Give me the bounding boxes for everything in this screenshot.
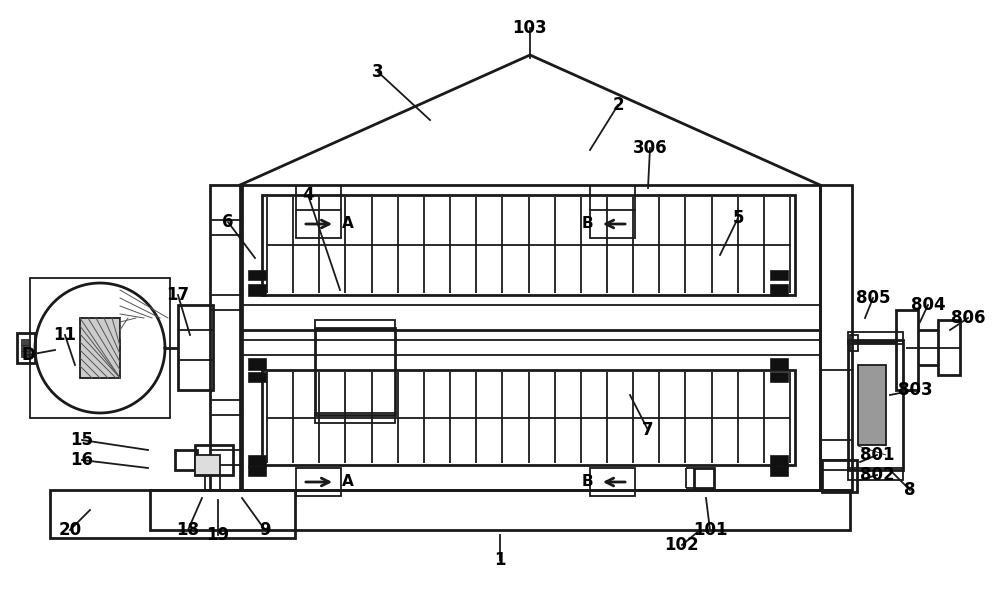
Bar [17, 333, 35, 363]
Text: 805: 805 [856, 289, 890, 307]
Bar [150, 490, 850, 530]
Bar [848, 332, 903, 344]
Text: 101: 101 [693, 521, 727, 539]
Bar [248, 455, 266, 467]
Bar [21, 339, 29, 345]
Bar [850, 335, 858, 351]
Bar [195, 445, 233, 475]
Bar [590, 210, 635, 238]
Bar [820, 185, 852, 490]
Bar [770, 455, 788, 467]
Text: 1: 1 [494, 551, 506, 569]
Text: 6: 6 [222, 213, 234, 231]
Bar [770, 372, 788, 382]
Bar [938, 320, 960, 375]
Text: 5: 5 [732, 209, 744, 227]
Bar [315, 328, 395, 415]
Text: A: A [342, 217, 354, 231]
Bar [296, 210, 341, 238]
Bar [210, 185, 242, 490]
Text: 2: 2 [612, 96, 624, 114]
Bar [240, 185, 820, 490]
Text: 102: 102 [665, 536, 699, 554]
Bar [50, 490, 295, 538]
Text: 18: 18 [176, 521, 200, 539]
Text: D: D [21, 346, 35, 364]
Text: 16: 16 [70, 451, 94, 469]
Text: 804: 804 [911, 296, 945, 314]
Text: 103: 103 [513, 19, 547, 37]
Bar [590, 468, 635, 496]
Text: 15: 15 [70, 431, 94, 449]
Text: 3: 3 [372, 63, 384, 81]
Bar [770, 466, 788, 476]
Bar [822, 460, 857, 492]
Bar [848, 468, 903, 480]
Text: 20: 20 [58, 521, 82, 539]
Text: 801: 801 [860, 446, 894, 464]
Bar [248, 466, 266, 476]
Text: 8: 8 [904, 481, 916, 499]
Text: B: B [581, 217, 593, 231]
Bar [848, 340, 903, 470]
Bar [248, 284, 266, 296]
Bar [30, 278, 170, 418]
Bar [694, 468, 714, 488]
Text: 306: 306 [633, 139, 667, 157]
Bar [80, 318, 120, 378]
Bar [80, 318, 120, 378]
Text: A: A [342, 474, 354, 490]
Bar [770, 358, 788, 370]
Bar [262, 370, 795, 465]
Text: 17: 17 [166, 286, 190, 304]
Bar [21, 345, 29, 351]
Text: 19: 19 [206, 526, 230, 544]
Text: 7: 7 [642, 421, 654, 439]
Bar [21, 351, 29, 357]
Bar [248, 358, 266, 370]
Bar [262, 195, 795, 295]
Text: 11: 11 [54, 326, 76, 344]
Bar [178, 305, 213, 390]
Text: 803: 803 [898, 381, 932, 399]
Text: 802: 802 [860, 466, 894, 484]
Bar [770, 270, 788, 280]
Text: 9: 9 [259, 521, 271, 539]
Bar [315, 320, 395, 330]
Bar [248, 372, 266, 382]
Bar [248, 270, 266, 280]
Bar [195, 455, 220, 475]
Text: 806: 806 [951, 309, 985, 327]
Bar [315, 413, 395, 423]
Bar [770, 284, 788, 296]
Bar [296, 468, 341, 496]
Bar [896, 310, 918, 390]
Text: B: B [581, 474, 593, 490]
Text: 4: 4 [302, 186, 314, 204]
Bar [858, 365, 886, 445]
Bar [175, 450, 197, 470]
